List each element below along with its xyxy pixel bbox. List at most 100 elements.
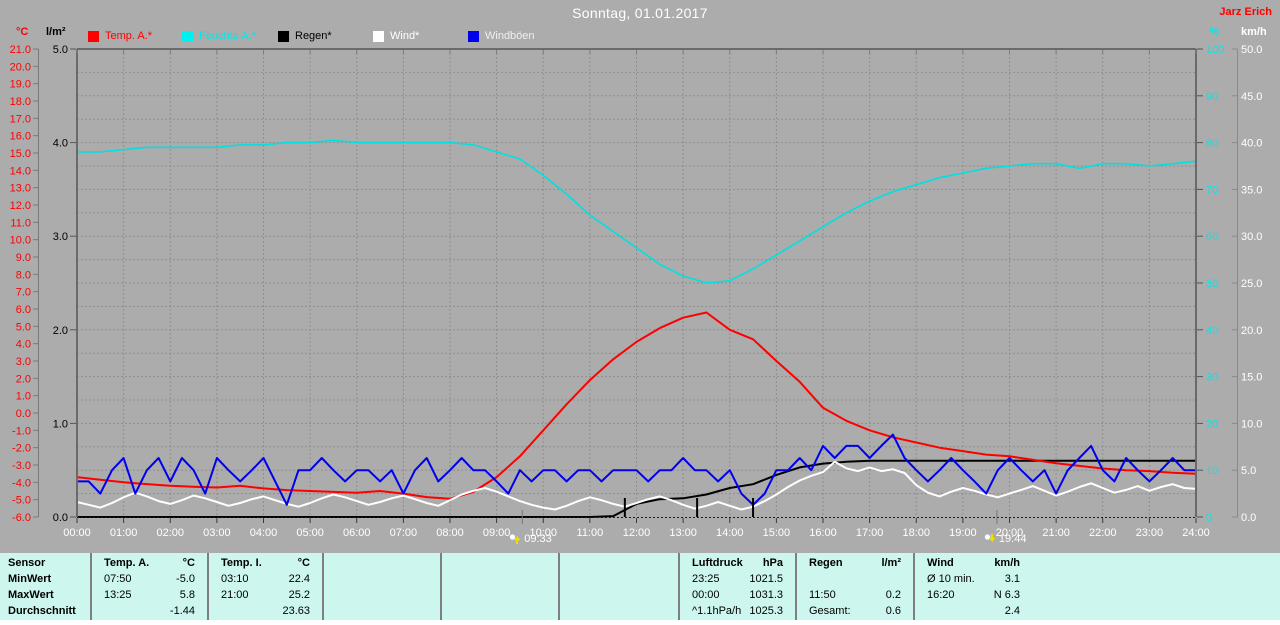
wind-axis-tick-label: 45.0 [1241, 91, 1262, 103]
table-row-label: Durchschnitt [8, 605, 76, 617]
rain-axis-tick-label: 5.0 [53, 44, 68, 56]
legend-label: Wind* [390, 30, 420, 42]
cell-time: 11:50 [809, 589, 836, 601]
temp-axis-tick-label: 3.0 [16, 356, 31, 368]
wind-axis-tick-label: 20.0 [1241, 325, 1262, 337]
temp-axis-tick-label: 4.0 [16, 339, 31, 351]
x-axis-label: 19:00 [949, 527, 977, 539]
x-axis-label: 01:00 [110, 527, 138, 539]
table-cell-row: 23.63 [209, 603, 318, 619]
x-axis-label: 08:00 [436, 527, 464, 539]
wind-axis-tick-label: 0.0 [1241, 512, 1256, 524]
legend-item-2: Feuchte A.* [182, 30, 256, 42]
humidity-axis-tick-label: 70 [1206, 184, 1218, 196]
table-cell-row: 23:25 1021.5 [680, 571, 791, 587]
humidity-axis-tick-label: 40 [1206, 325, 1218, 337]
table-row-label: MinWert [8, 573, 52, 585]
temp-axis-tick-label: 9.0 [16, 252, 31, 264]
temp-axis-tick-label: -2.0 [12, 443, 31, 455]
column-header: Temp. I. [221, 557, 262, 569]
cell-time: Ø 10 min. [927, 573, 975, 585]
temp-axis-tick-label: 19.0 [10, 79, 31, 91]
series-wind_kmh-line [76, 460, 1197, 511]
x-axis-label: 04:00 [250, 527, 278, 539]
cell-value: 22.4 [288, 573, 310, 585]
table-cell-row [797, 571, 909, 587]
temp-axis-tick-label: 5.0 [16, 321, 31, 333]
table-cell-row: 03:10 22.4 [209, 571, 318, 587]
column-header: Temp. A. [104, 557, 150, 569]
x-axis-label: 09:00 [483, 527, 511, 539]
temp-axis-tick-label: -6.0 [12, 512, 31, 524]
cell-time: 21:00 [221, 589, 249, 601]
legend-item-1: Temp. A.* [88, 30, 152, 42]
column-header: Luftdruck [692, 557, 743, 569]
table-cell-row [560, 603, 674, 619]
temp-axis-tick-label: -4.0 [12, 477, 31, 489]
x-axis-label: 22:00 [1089, 527, 1117, 539]
rain-axis-unit-label: l/m² [46, 26, 66, 38]
x-axis-label: 07:00 [390, 527, 418, 539]
table-cell-row [560, 571, 674, 587]
x-axis-label: 02:00 [156, 527, 184, 539]
temp-axis-tick-label: 18.0 [10, 96, 31, 108]
x-axis-label: 16:00 [809, 527, 837, 539]
legend-swatch [88, 30, 99, 42]
cell-value: 1025.3 [749, 605, 783, 617]
humidity-axis-tick-label: 10 [1206, 465, 1218, 477]
wind-axis-tick-label: 40.0 [1241, 138, 1262, 150]
chart-region: Sonntag, 01.01.2017 Jarz Erich °C l/m² %… [0, 0, 1280, 553]
x-axis-label: 18:00 [902, 527, 930, 539]
temp-axis-tick-label: 10.0 [10, 235, 31, 247]
table-cell-row: ^1.1hPa/h 1025.3 [680, 603, 791, 619]
legend-label: Temp. A.* [105, 30, 153, 42]
cell-time: 03:10 [221, 573, 249, 585]
table-row-label: Sensor [8, 557, 46, 569]
temp-axis-tick-label: 16.0 [10, 131, 31, 143]
cell-value: -5.0 [176, 573, 195, 585]
table-cell-row: 00:00 1031.3 [680, 587, 791, 603]
weather-chart: 00:00 01:00 02:00 03:00 04:00 05:00 06:00 07:00… [10, 44, 1263, 539]
legend-label: Windböen [485, 30, 535, 42]
humidity-axis-tick-label: 50 [1206, 278, 1218, 290]
table-row-label: MaxWert [8, 589, 54, 601]
series-temp_c-line [76, 311, 1197, 500]
table-column-header-row: Wind km/h [915, 555, 1028, 571]
cell-value: 1021.5 [749, 573, 783, 585]
x-axis-label: 05:00 [296, 527, 324, 539]
table-column-empty [560, 555, 674, 619]
x-axis-label: 21:00 [1042, 527, 1070, 539]
x-axis-label: 06:00 [343, 527, 371, 539]
rain-axis-tick-label: 2.0 [53, 325, 68, 337]
temp-axis-tick-label: 12.0 [10, 200, 31, 212]
humidity-axis-tick-label: 100 [1206, 44, 1224, 56]
cell-time: 23:25 [692, 573, 720, 585]
temp-axis-tick-label: 21.0 [10, 44, 31, 56]
x-axis-label: 00:00 [63, 527, 91, 539]
table-column-header-row: Temp. I. °C [209, 555, 318, 571]
temp-axis-tick-label: 8.0 [16, 269, 31, 281]
station-owner-watermark: Jarz Erich [1219, 6, 1272, 18]
temp-axis-tick-label: -1.0 [12, 425, 31, 437]
humidity-axis-tick-label: 80 [1206, 138, 1218, 150]
cell-time: ^1.1hPa/h [692, 605, 742, 617]
temp-axis-tick-label: 13.0 [10, 183, 31, 195]
temp-axis-tick-label: 7.0 [16, 287, 31, 299]
temp-axis-unit-label: °C [16, 26, 29, 38]
sun-marker-time: 19:44 [998, 533, 1027, 545]
sunset-marker: 19:44 [983, 532, 1027, 546]
table-divider [322, 553, 324, 620]
table-cell-row: 2.4 [915, 603, 1028, 619]
table-cell-row: Gesamt: 0.6 [797, 603, 909, 619]
wind-axis-tick-label: 15.0 [1241, 372, 1262, 384]
legend-swatch [182, 30, 193, 42]
table-column-wind: Wind km/h Ø 10 min. 3.1 16:20 N 6.3 2.4 [915, 555, 1028, 619]
summary-table: Sensor MinWert MaxWert Durchschnitt Temp. A.… [0, 553, 1280, 620]
table-cell-row: 13:25 5.8 [92, 587, 203, 603]
table-cell-row [324, 603, 436, 619]
legend-item-5: Windböen [468, 30, 535, 42]
column-header: Regen [809, 557, 843, 569]
table-divider [913, 553, 915, 620]
legend-swatch [468, 30, 479, 42]
temp-axis-tick-label: 17.0 [10, 113, 31, 125]
